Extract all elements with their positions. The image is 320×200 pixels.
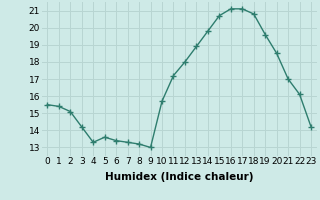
X-axis label: Humidex (Indice chaleur): Humidex (Indice chaleur) xyxy=(105,172,253,182)
